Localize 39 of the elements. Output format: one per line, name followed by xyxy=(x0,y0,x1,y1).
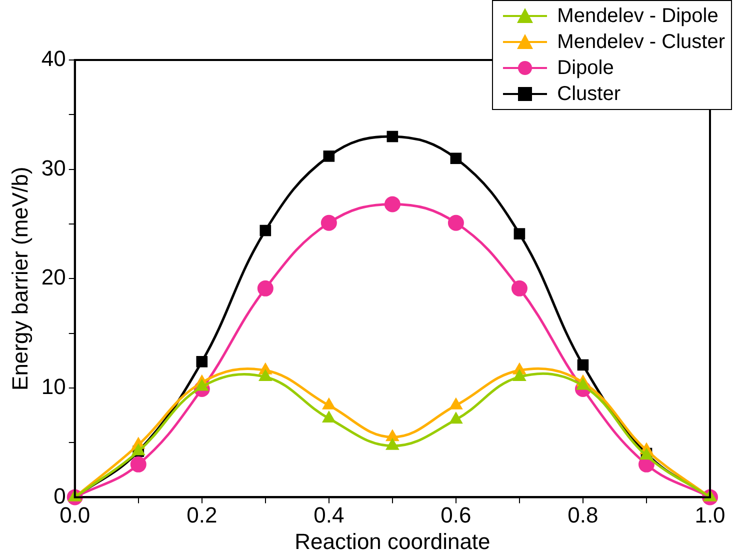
y-tick-label: 40 xyxy=(41,46,66,72)
x-tick-label: 0.2 xyxy=(186,502,218,528)
point xyxy=(448,214,464,231)
point xyxy=(386,438,400,450)
y-tick-label: 0 xyxy=(54,483,66,508)
point xyxy=(322,397,336,410)
point xyxy=(322,410,336,423)
point xyxy=(260,224,272,236)
y-axis-title: Energy barrier (meV/b) xyxy=(7,166,32,390)
point xyxy=(450,152,462,164)
legend-label: Dipole xyxy=(557,56,614,80)
point xyxy=(320,214,337,231)
y-tick-label: 10 xyxy=(41,374,66,399)
y-tick-label: 30 xyxy=(41,155,66,180)
point xyxy=(196,356,208,368)
point xyxy=(577,359,589,371)
x-tick-label: 0.8 xyxy=(568,502,598,528)
point xyxy=(258,368,272,381)
legend-label: Mendelev - Cluster xyxy=(557,30,725,54)
x-tick-label: 0.4 xyxy=(314,502,344,528)
x-axis-title: Reaction coordinate xyxy=(294,528,490,554)
point xyxy=(384,196,400,212)
x-tick-label: 0.6 xyxy=(440,502,472,528)
point xyxy=(131,443,146,456)
point xyxy=(512,368,526,381)
point xyxy=(386,429,400,442)
point xyxy=(194,378,209,391)
point xyxy=(514,228,526,240)
x-tick-label: 1.0 xyxy=(694,502,726,528)
point xyxy=(511,280,528,296)
point xyxy=(257,280,274,296)
point xyxy=(576,378,590,390)
y-tick-label: 20 xyxy=(41,264,66,290)
legend-label: Mendelev - Dipole xyxy=(557,4,718,28)
legend-label: Cluster xyxy=(557,82,621,106)
point xyxy=(449,397,463,410)
point xyxy=(386,130,398,142)
point xyxy=(449,412,463,424)
point xyxy=(323,150,335,162)
